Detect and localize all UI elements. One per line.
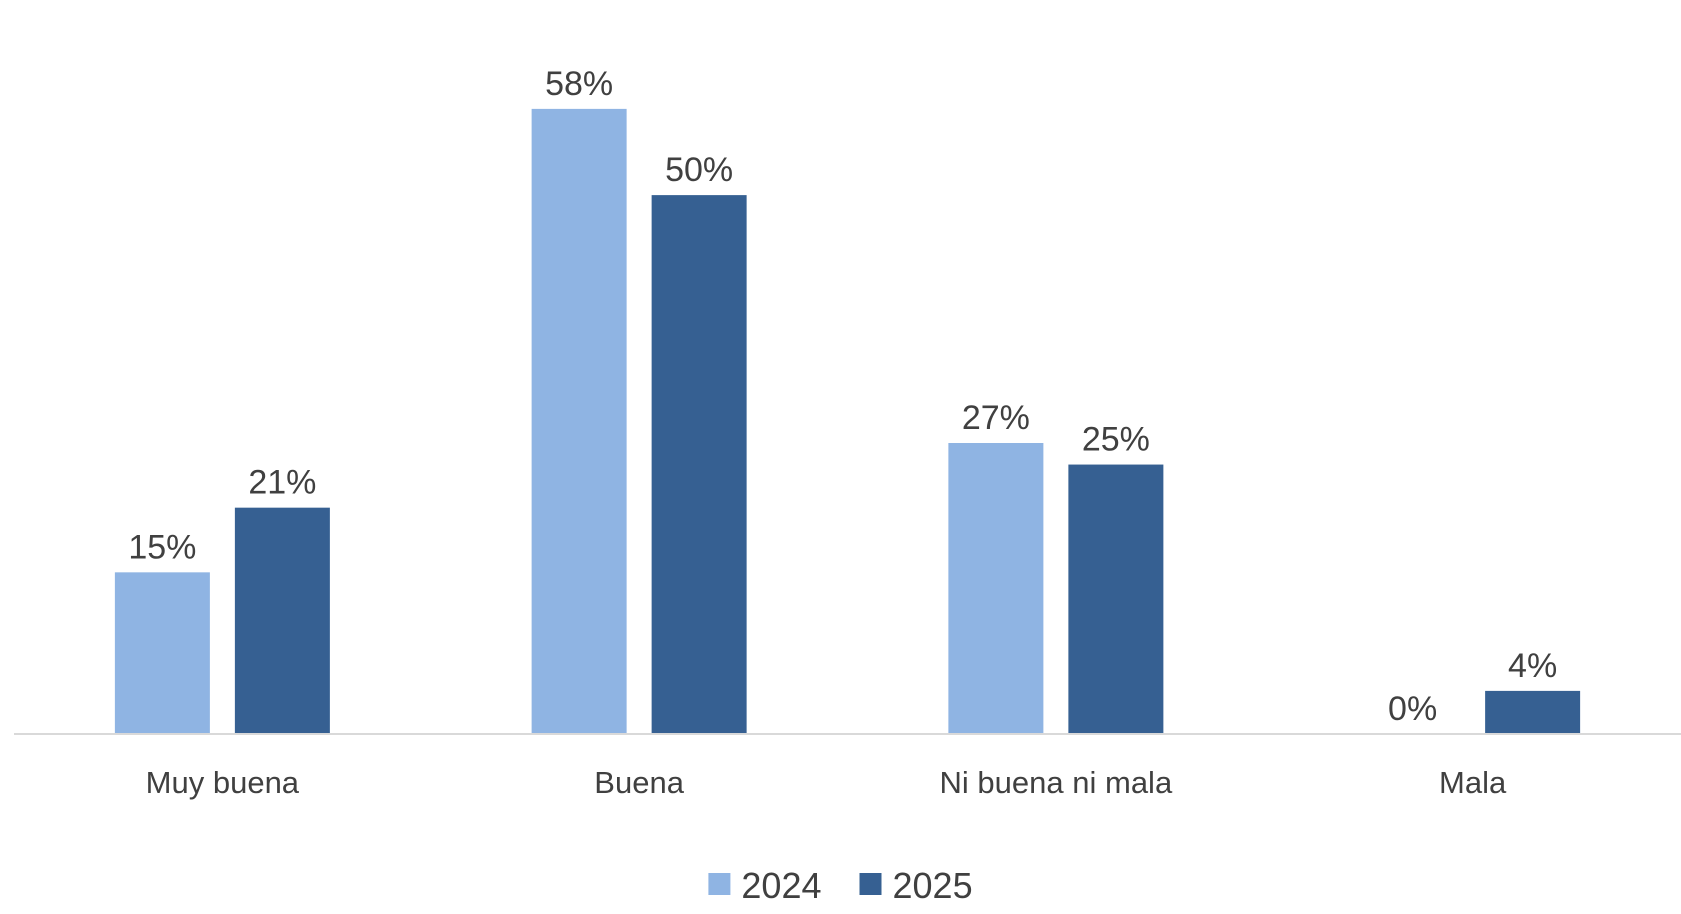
bar-ni-buena-ni-mala-2024 bbox=[948, 443, 1044, 734]
legend-label-2024: 2024 bbox=[741, 865, 821, 906]
bar-mala-2025 bbox=[1485, 690, 1581, 734]
bar-muy-buena-2024 bbox=[114, 572, 210, 734]
category-labels-group: Muy buena Buena Ni buena ni mala Mala bbox=[146, 765, 1507, 800]
data-labels-group: 15% 21% 58% 50% 27% 25% 0% 4% bbox=[128, 65, 1557, 728]
data-label-mala-2025: 4% bbox=[1508, 647, 1557, 685]
bars-group bbox=[114, 108, 1581, 735]
legend-swatch-2025 bbox=[859, 873, 882, 895]
data-label-muy-buena-2025: 21% bbox=[248, 464, 316, 502]
data-label-buena-2025: 50% bbox=[665, 151, 733, 189]
data-label-muy-buena-2024: 15% bbox=[128, 528, 196, 566]
category-label: Mala bbox=[1439, 765, 1507, 800]
legend: 2024 2025 bbox=[708, 865, 973, 906]
bar-buena-2025 bbox=[651, 195, 747, 735]
legend-swatch-2024 bbox=[708, 873, 731, 895]
category-label: Ni buena ni mala bbox=[940, 765, 1173, 800]
legend-label-2025: 2025 bbox=[893, 865, 973, 906]
bar-buena-2024 bbox=[531, 108, 627, 734]
data-label-buena-2024: 58% bbox=[545, 65, 613, 103]
data-label-mala-2024: 0% bbox=[1388, 690, 1437, 728]
data-label-ni-buena-ni-mala-2024: 27% bbox=[962, 399, 1030, 437]
bar-ni-buena-ni-mala-2025 bbox=[1068, 464, 1164, 734]
category-label: Buena bbox=[594, 765, 684, 800]
data-label-ni-buena-ni-mala-2025: 25% bbox=[1082, 421, 1150, 459]
category-label: Muy buena bbox=[146, 765, 300, 800]
bar-muy-buena-2025 bbox=[234, 507, 330, 734]
